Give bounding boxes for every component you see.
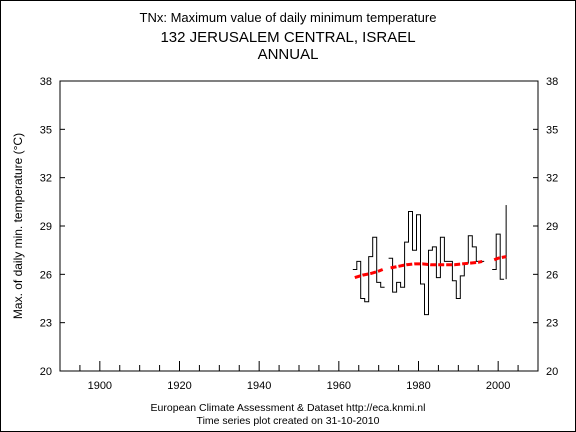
chart-subtitle-station: 132 JERUSALEM CENTRAL, ISRAEL [160, 29, 415, 46]
chart-title: TNx: Maximum value of daily minimum temp… [140, 10, 437, 25]
y-tick-label-right: 29 [546, 221, 558, 233]
y-tick-label-right: 20 [546, 366, 558, 378]
series-group [353, 205, 506, 315]
y-tick-label-right: 23 [546, 318, 558, 330]
y-tick-label-right: 32 [546, 173, 558, 185]
chart-subtitle-period: ANNUAL [258, 46, 319, 63]
x-tick-label: 1920 [167, 380, 191, 392]
y-tick-label-left: 38 [40, 76, 52, 88]
y-tick-label-right: 35 [546, 124, 558, 136]
y-tick-label-left: 20 [40, 366, 52, 378]
footer-created: Time series plot created on 31-10-2010 [197, 415, 380, 427]
y-tick-label-left: 35 [40, 124, 52, 136]
y-ticks: 20 20 23 23 26 26 29 29 32 32 35 35 38 38 [40, 76, 559, 378]
y-axis-label: Max. of daily min. temperature (°C) [11, 133, 25, 319]
x-tick-label: 1960 [327, 380, 351, 392]
y-tick-label-right: 26 [546, 269, 558, 281]
x-tick-label: 1900 [88, 380, 112, 392]
y-tick-label-left: 29 [40, 221, 52, 233]
y-tick-label-right: 38 [546, 76, 558, 88]
footer-source: European Climate Assessment & Dataset ht… [151, 402, 426, 414]
x-tick-label: 1980 [406, 380, 430, 392]
x-ticks: 1900 1920 1940 1960 1980 2000 [80, 361, 518, 392]
y-tick-label-left: 23 [40, 318, 52, 330]
y-tick-label-left: 26 [40, 269, 52, 281]
x-tick-label: 2000 [486, 380, 510, 392]
x-tick-label: 1940 [247, 380, 271, 392]
y-tick-label-left: 32 [40, 173, 52, 185]
plot-area [60, 81, 538, 371]
